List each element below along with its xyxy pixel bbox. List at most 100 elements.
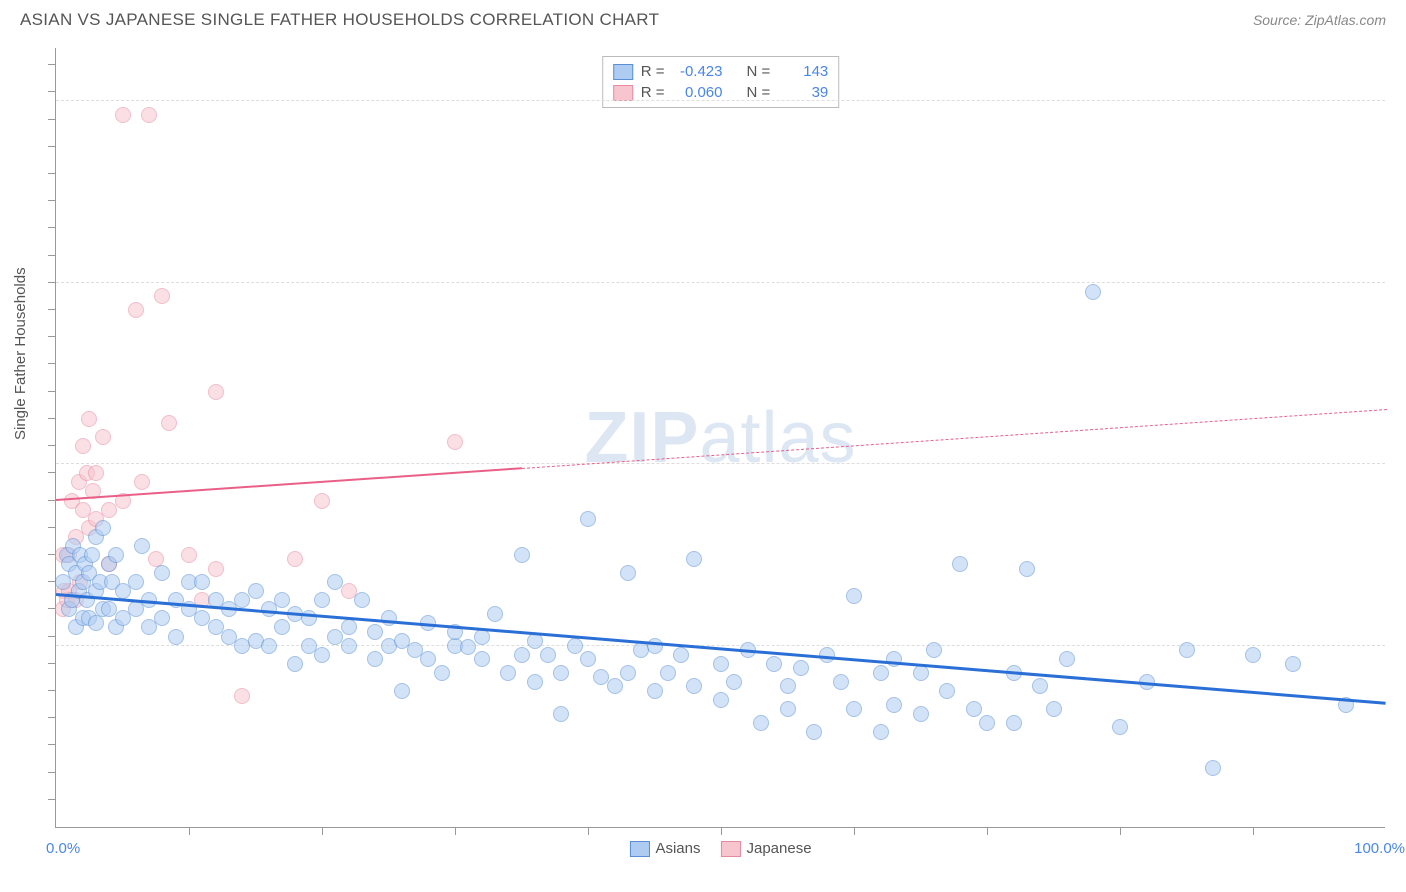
asians-point bbox=[553, 706, 569, 722]
japanese-point bbox=[95, 429, 111, 445]
asians-point bbox=[926, 642, 942, 658]
asians-point bbox=[341, 638, 357, 654]
japanese-point bbox=[115, 107, 131, 123]
asians-point bbox=[753, 715, 769, 731]
japanese-point bbox=[134, 474, 150, 490]
asians-point bbox=[1059, 651, 1075, 667]
japanese-point bbox=[314, 493, 330, 509]
asians-point bbox=[514, 647, 530, 663]
series-label-japanese: Japanese bbox=[746, 840, 811, 857]
y-tick-mark bbox=[48, 717, 56, 718]
asians-point bbox=[713, 692, 729, 708]
asians-point bbox=[846, 588, 862, 604]
asians-point bbox=[780, 678, 796, 694]
source-attribution: Source: ZipAtlas.com bbox=[1253, 12, 1386, 28]
asians-point bbox=[806, 724, 822, 740]
asians-point bbox=[194, 574, 210, 590]
legend-swatch-asians bbox=[629, 841, 649, 857]
y-tick-mark bbox=[48, 391, 56, 392]
legend-row-asians: R = -0.423 N = 143 bbox=[613, 61, 829, 82]
asians-point bbox=[673, 647, 689, 663]
asians-point bbox=[154, 610, 170, 626]
x-tick-mark bbox=[721, 827, 722, 835]
japanese-point bbox=[154, 288, 170, 304]
japanese-point bbox=[287, 551, 303, 567]
stat-r-label: R = bbox=[641, 63, 665, 80]
stat-n-label: N = bbox=[747, 84, 771, 101]
chart-title: ASIAN VS JAPANESE SINGLE FATHER HOUSEHOL… bbox=[20, 10, 659, 30]
japanese-point bbox=[128, 302, 144, 318]
asians-point bbox=[514, 547, 530, 563]
asians-point bbox=[434, 665, 450, 681]
stat-r-value-asians: -0.423 bbox=[673, 63, 723, 80]
y-tick-mark bbox=[48, 445, 56, 446]
x-axis-max-label: 100.0% bbox=[1354, 840, 1405, 857]
asians-point bbox=[580, 651, 596, 667]
asians-point bbox=[726, 674, 742, 690]
asians-point bbox=[780, 701, 796, 717]
asians-point bbox=[620, 565, 636, 581]
asians-point bbox=[540, 647, 556, 663]
x-axis-min-label: 0.0% bbox=[46, 840, 80, 857]
asians-point bbox=[607, 678, 623, 694]
y-tick-mark bbox=[48, 336, 56, 337]
y-axis-label: Single Father Households bbox=[12, 267, 29, 440]
asians-point bbox=[327, 574, 343, 590]
asians-point bbox=[873, 724, 889, 740]
asians-point bbox=[1245, 647, 1261, 663]
watermark-text: ZIPatlas bbox=[584, 397, 856, 479]
y-tick-mark bbox=[48, 500, 56, 501]
asians-point bbox=[394, 683, 410, 699]
asians-point bbox=[913, 706, 929, 722]
y-tick-mark bbox=[48, 91, 56, 92]
asians-point bbox=[567, 638, 583, 654]
x-tick-mark bbox=[189, 827, 190, 835]
y-tick-mark bbox=[48, 200, 56, 201]
legend-swatch-japanese bbox=[720, 841, 740, 857]
asians-point bbox=[274, 592, 290, 608]
y-tick-mark bbox=[48, 690, 56, 691]
series-legend-asians: Asians bbox=[629, 840, 700, 857]
asians-point bbox=[873, 665, 889, 681]
asians-point bbox=[1046, 701, 1062, 717]
legend-swatch-japanese bbox=[613, 85, 633, 101]
y-tick-mark bbox=[48, 227, 56, 228]
series-legend-japanese: Japanese bbox=[720, 840, 811, 857]
series-legend: Asians Japanese bbox=[629, 840, 811, 857]
x-tick-mark bbox=[588, 827, 589, 835]
asians-point bbox=[460, 639, 476, 655]
asians-point bbox=[314, 592, 330, 608]
asians-point bbox=[154, 565, 170, 581]
asians-point bbox=[168, 629, 184, 645]
asians-point bbox=[128, 574, 144, 590]
asians-point bbox=[1006, 715, 1022, 731]
asians-point bbox=[952, 556, 968, 572]
asians-point bbox=[647, 638, 663, 654]
y-tick-mark bbox=[48, 363, 56, 364]
x-tick-mark bbox=[1120, 827, 1121, 835]
asians-point bbox=[95, 520, 111, 536]
asians-point bbox=[766, 656, 782, 672]
y-tick-mark bbox=[48, 527, 56, 528]
asians-point bbox=[1112, 719, 1128, 735]
y-tick-mark bbox=[48, 636, 56, 637]
asians-point bbox=[341, 619, 357, 635]
stat-n-value-asians: 143 bbox=[778, 63, 828, 80]
asians-point bbox=[833, 674, 849, 690]
scatter-plot-area: ZIPatlas R = -0.423 N = 143 R = 0.060 N … bbox=[55, 48, 1385, 828]
asians-point bbox=[1032, 678, 1048, 694]
asians-point bbox=[846, 701, 862, 717]
asians-point bbox=[686, 551, 702, 567]
japanese-point bbox=[447, 434, 463, 450]
asians-point bbox=[487, 606, 503, 622]
asians-point bbox=[1205, 760, 1221, 776]
asians-point bbox=[274, 619, 290, 635]
x-tick-mark bbox=[455, 827, 456, 835]
asians-point bbox=[939, 683, 955, 699]
y-tick-mark bbox=[48, 173, 56, 174]
asians-point bbox=[381, 610, 397, 626]
asians-point bbox=[314, 647, 330, 663]
asians-point bbox=[84, 547, 100, 563]
asians-point bbox=[88, 615, 104, 631]
asians-point bbox=[367, 624, 383, 640]
